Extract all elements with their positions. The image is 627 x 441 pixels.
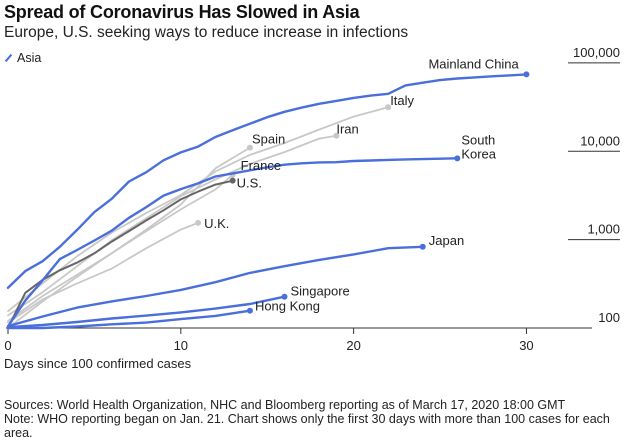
series-endpoint-iran xyxy=(333,132,340,139)
series-endpoint-u-s xyxy=(229,177,236,184)
series-endpoint-mainland-china xyxy=(523,71,530,78)
legend-label-asia: Asia xyxy=(17,51,42,65)
series-endpoint-south-korea xyxy=(454,155,461,162)
sources-note: Sources: World Health Organization, NHC … xyxy=(4,398,566,412)
x-tick-label: 30 xyxy=(519,338,533,353)
chart-title: Spread of Coronavirus Has Slowed in Asia xyxy=(4,2,360,22)
series-label-u-k: U.K. xyxy=(204,216,229,231)
series-endpoint-singapore xyxy=(281,293,288,300)
series-line-u-k xyxy=(7,221,200,324)
series-endpoint-hong-kong xyxy=(246,307,253,314)
series-line-japan xyxy=(6,245,424,328)
line-chart: 0 10 20 30 100 1,000 10,000 100,000 Mainland Ch… xyxy=(4,45,620,371)
series-label-u-s: U.S. xyxy=(237,176,262,191)
chart-subtitle: Europe, U.S. seeking ways to reduce incr… xyxy=(4,24,409,41)
series-endpoint-italy xyxy=(385,104,392,111)
series-line-south-korea xyxy=(6,157,459,328)
series-label-singapore: Singapore xyxy=(291,284,350,299)
series-line-mainland-china xyxy=(6,73,528,289)
series-endpoint-spain xyxy=(246,144,253,151)
series-line-iran xyxy=(7,134,338,317)
series-line-u-s xyxy=(7,179,234,329)
axes-layer: 0 10 20 30 100 1,000 10,000 100,000 xyxy=(4,45,620,353)
series-label-italy: Italy xyxy=(390,93,414,108)
series-endpoint-u-k xyxy=(195,219,202,226)
series-label-mainland-china: Mainland China xyxy=(428,56,519,71)
series-label-iran: Iran xyxy=(336,122,358,137)
series-label-south-korea: South Korea xyxy=(461,132,496,161)
series-label-france: France xyxy=(241,158,281,173)
chart-footnotes: Sources: World Health Organization, NHC … xyxy=(4,398,624,440)
series-line-singapore xyxy=(6,295,286,329)
x-tick-label: 0 xyxy=(4,338,11,353)
series-lines-layer xyxy=(6,71,530,330)
series-line-italy xyxy=(7,106,390,313)
chart-legend: Asia xyxy=(4,51,41,65)
series-line-france xyxy=(7,173,234,329)
series-label-japan: Japan xyxy=(429,233,464,248)
series-endpoint-japan xyxy=(419,243,426,250)
y-tick-label: 10,000 xyxy=(580,133,620,148)
series-line-hong-kong xyxy=(6,309,252,330)
series-labels-layer: Mainland China South Korea Japan SingaporeHo… xyxy=(204,56,519,313)
data-note: Note: WHO reporting began on Jan. 21. Ch… xyxy=(4,412,610,440)
series-label-spain: Spain xyxy=(252,132,285,147)
x-tick-label: 20 xyxy=(346,338,360,353)
y-tick-label: 100 xyxy=(598,310,620,325)
y-tick-label: 1,000 xyxy=(587,222,620,237)
series-label-hong-kong: Hong Kong xyxy=(255,299,320,314)
x-axis-title: Days since 100 confirmed cases xyxy=(4,356,192,371)
y-tick-label: 100,000 xyxy=(573,45,620,60)
x-tick-label: 10 xyxy=(174,338,188,353)
